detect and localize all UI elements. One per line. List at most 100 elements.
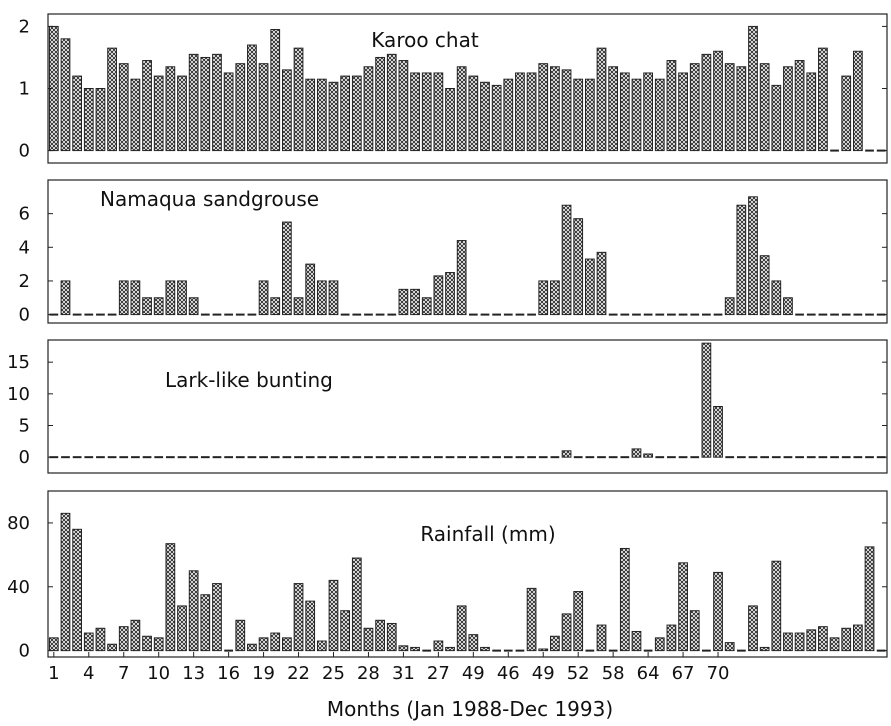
bar (736, 204, 747, 316)
bar (270, 29, 281, 152)
bar (550, 66, 560, 152)
bar (724, 63, 735, 152)
panel-frame (47, 179, 888, 324)
bar (538, 648, 549, 652)
bar (806, 72, 817, 152)
bar (142, 635, 152, 652)
panel-3: 0 5 10 15 Lark-like bunting (7, 339, 888, 474)
bar (643, 453, 653, 458)
bar (223, 72, 234, 152)
x-tick-label: 58 (602, 663, 625, 684)
bar (188, 297, 199, 316)
bar (654, 637, 665, 652)
x-tick-label: 7 (118, 663, 129, 684)
bar (282, 637, 292, 652)
bar (177, 280, 187, 316)
bar (60, 38, 71, 152)
bar (328, 81, 339, 152)
bar (118, 626, 129, 652)
bar (550, 280, 560, 316)
x-tick-label: 10 (147, 663, 170, 684)
bar (456, 605, 467, 652)
bar (316, 78, 327, 152)
bar (433, 640, 444, 652)
bar (619, 72, 630, 152)
bar (503, 78, 514, 152)
bar (713, 50, 723, 152)
bar (445, 646, 455, 652)
bar (631, 630, 642, 652)
y-tick-label: 80 (7, 513, 30, 534)
bar (433, 72, 444, 152)
bar (829, 637, 840, 652)
bar (83, 88, 94, 152)
bar (142, 60, 152, 152)
panel-title: Rainfall (mm) (420, 522, 555, 546)
bar (212, 53, 222, 152)
bar (759, 255, 770, 316)
bar (783, 66, 793, 152)
bar (130, 280, 141, 316)
bar (631, 78, 642, 152)
bar (841, 75, 852, 152)
bar (340, 610, 351, 652)
bar (270, 632, 281, 652)
bar (130, 619, 141, 652)
bar (316, 640, 327, 652)
bar (631, 448, 642, 458)
bar (678, 72, 688, 152)
bar (853, 624, 863, 652)
bar (526, 587, 537, 652)
bar (538, 63, 549, 152)
bar (561, 204, 572, 316)
bar (794, 60, 805, 152)
panel-frame (47, 339, 888, 474)
bar (689, 63, 700, 152)
bar (456, 240, 467, 316)
bar (258, 280, 269, 316)
bar (340, 75, 351, 152)
bar (841, 627, 852, 652)
y-tick-label: 0 (19, 641, 30, 662)
bar (258, 63, 269, 152)
bar (410, 288, 420, 316)
x-tick-label: 16 (217, 663, 240, 684)
bar (689, 610, 700, 652)
bar (398, 288, 409, 316)
bar (515, 72, 525, 152)
bar (363, 66, 374, 152)
bar (188, 570, 199, 652)
y-tick-label: 0 (19, 141, 30, 162)
bar (468, 634, 479, 652)
bar (445, 88, 455, 152)
bar (853, 50, 863, 152)
bar (596, 47, 607, 152)
bar (608, 66, 619, 152)
panel-1: 0 1 2 Karoo chat (19, 13, 888, 164)
bar (818, 47, 828, 152)
bar (538, 280, 549, 316)
panel-title: Karoo chat (371, 28, 479, 52)
bar (305, 263, 316, 316)
bar (282, 69, 292, 152)
bar (165, 66, 176, 152)
bar (200, 56, 211, 152)
bar (713, 571, 723, 652)
bar (643, 72, 653, 152)
bar (421, 72, 432, 152)
x-axis-label: Months (Jan 1988-Dec 1993) (327, 697, 613, 721)
bar (410, 72, 420, 152)
x-axis: 1 4 7 10 13 16 19 22 25 28 31 27 49 46 49 52 58 64 67 70 (48, 652, 729, 684)
bar (806, 629, 817, 652)
bar (282, 221, 292, 316)
x-tick-label: 52 (567, 663, 590, 684)
bar (748, 25, 758, 152)
bar (771, 560, 782, 652)
bar (386, 622, 397, 652)
x-tick-label: 27 (427, 663, 450, 684)
bar (247, 643, 257, 652)
y-tick-label: 1 (19, 79, 30, 100)
bar (573, 591, 584, 652)
bar (654, 78, 665, 152)
bar (165, 543, 176, 652)
